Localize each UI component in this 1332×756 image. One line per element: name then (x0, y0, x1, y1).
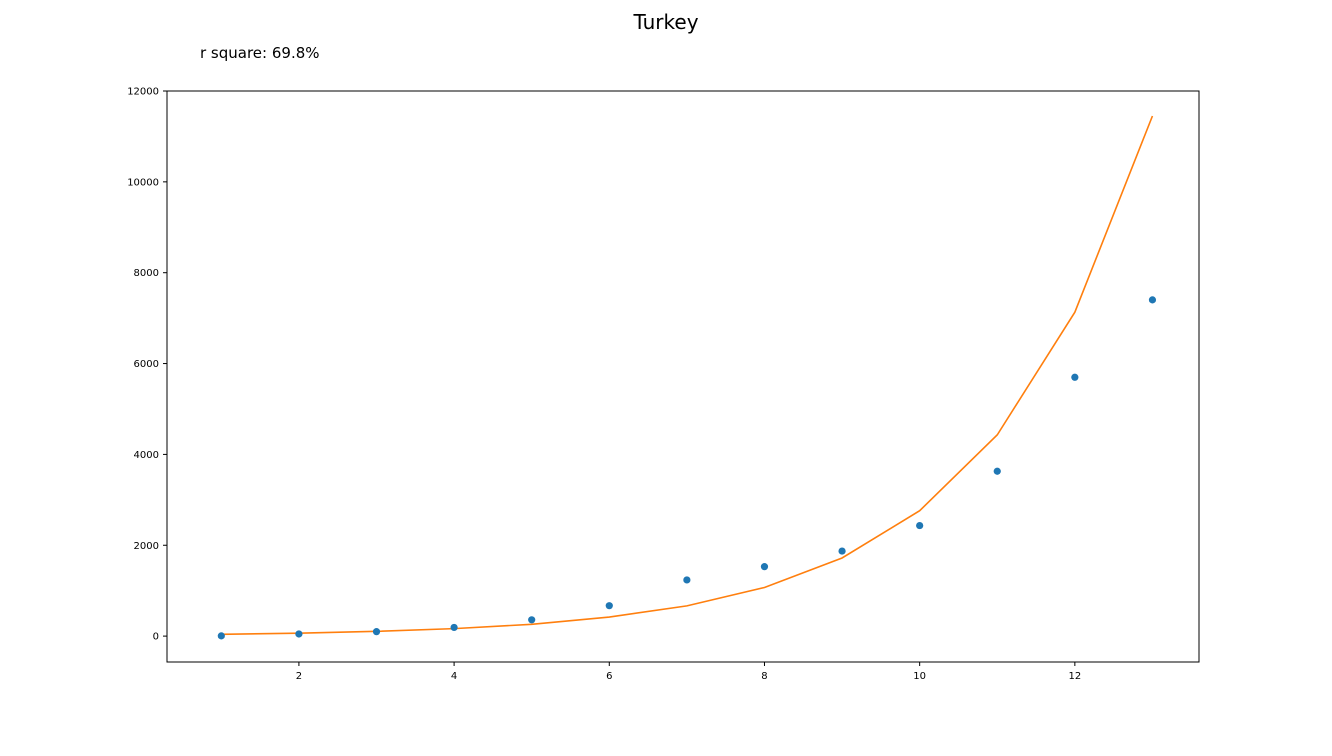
r-square-annotation: r square: 69.8% (200, 44, 320, 62)
data-point (528, 616, 536, 624)
data-point (217, 632, 225, 640)
y-tick-label: 10000 (127, 177, 159, 188)
data-point (683, 576, 691, 584)
data-point (372, 628, 381, 636)
data-point (993, 467, 1001, 475)
y-tick-label: 2000 (134, 541, 159, 552)
x-tick-label: 4 (451, 671, 457, 682)
data-point (295, 630, 303, 638)
data-point (1148, 296, 1157, 304)
x-tick-label: 8 (761, 671, 767, 682)
x-tick-label: 2 (296, 671, 302, 682)
data-point (838, 547, 846, 555)
data-point (916, 521, 924, 530)
x-tick-label: 10 (913, 671, 926, 682)
x-tick-label: 6 (606, 671, 612, 682)
y-tick-label: 8000 (134, 268, 159, 279)
data-point (605, 602, 613, 610)
fit-line (221, 115, 1154, 636)
y-tick-label: 0 (153, 632, 159, 643)
x-tick-label: 12 (1068, 671, 1081, 682)
plot-frame (166, 90, 1200, 663)
y-tick-label: 4000 (134, 450, 159, 461)
y-tick-label: 6000 (134, 359, 159, 370)
y-tick-label: 12000 (127, 87, 159, 98)
data-point (760, 563, 769, 571)
chart-title: Turkey (633, 10, 699, 34)
data-point (1071, 373, 1079, 381)
data-point (450, 623, 458, 632)
